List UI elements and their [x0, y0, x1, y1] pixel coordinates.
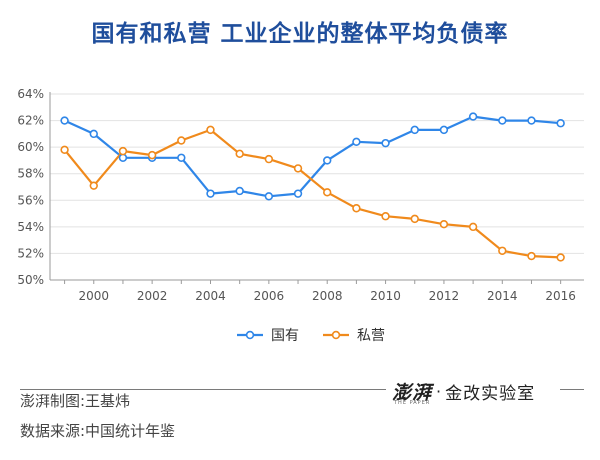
data-point — [323, 156, 332, 165]
data-point — [352, 137, 361, 147]
data-point — [264, 154, 274, 164]
source-text: 数据来源:中国统计年鉴 — [20, 422, 176, 440]
data-point — [498, 116, 507, 125]
data-point — [527, 251, 536, 261]
x-tick-label: 2010 — [370, 289, 401, 303]
data-point — [381, 138, 390, 148]
data-point — [206, 189, 215, 198]
data-point — [293, 189, 303, 198]
data-point — [468, 112, 478, 121]
brand-text: 金改实验室 — [445, 383, 536, 404]
data-point — [293, 164, 303, 173]
y-tick-label: 60% — [17, 140, 44, 154]
y-tick-label: 52% — [17, 246, 44, 260]
axes — [49, 92, 584, 284]
legend-marker-0 — [245, 330, 255, 340]
x-tick-label: 2008 — [312, 289, 343, 303]
divider-line-right — [560, 389, 584, 390]
data-point — [410, 125, 419, 135]
y-tick-label: 54% — [17, 220, 44, 234]
data-point — [264, 192, 274, 201]
legend: 国有 私营 — [237, 328, 385, 344]
brand-logo: 澎湃 — [392, 381, 433, 404]
x-tick-label: 2000 — [78, 289, 109, 303]
x-tick-label: 2012 — [429, 289, 460, 303]
data-point — [177, 153, 186, 162]
y-tick-labels: 50% 52% 54% 56% 58% 60% 62% 64% — [17, 87, 44, 287]
x-tick-label: 2002 — [137, 289, 168, 303]
data-point — [381, 212, 390, 221]
y-tick-label: 64% — [17, 87, 44, 101]
data-point — [352, 204, 361, 213]
x-tick-label: 2014 — [487, 289, 518, 303]
x-tick-labels: 2000 2002 2004 2006 2008 2010 2012 2014 2016 — [78, 289, 575, 303]
grid — [50, 93, 584, 254]
data-point — [235, 186, 244, 196]
series-line-0 — [64, 115, 561, 198]
data-point — [118, 153, 128, 162]
data-point — [206, 125, 215, 135]
data-point — [89, 129, 98, 139]
brand-dot: · — [436, 381, 442, 401]
line-chart: 50%52%54%56%58%60%62%64% 2000 2002 2004 200… — [17, 87, 584, 344]
data-point — [468, 222, 478, 232]
data-point — [556, 253, 565, 262]
data-point — [323, 188, 332, 197]
data-point — [498, 246, 507, 255]
data-point — [556, 119, 565, 128]
legend-marker-1 — [331, 330, 341, 340]
brand-block: 澎湃 THE PAPER · 金改实验室 — [392, 378, 562, 407]
legend-label-1: 私营 — [357, 328, 385, 344]
chart-title: 国有和私营 工业企业的整体平均负债率 — [91, 21, 509, 47]
series-points — [60, 112, 565, 262]
legend-label-0: 国有 — [271, 328, 299, 344]
data-point — [89, 181, 98, 190]
series-line-1 — [63, 128, 561, 259]
data-point — [410, 214, 419, 224]
data-point — [147, 150, 157, 160]
data-point — [177, 136, 186, 145]
credit-text: 澎湃制图:王基炜 — [20, 392, 131, 410]
data-point — [60, 116, 69, 125]
y-tick-label: 56% — [17, 193, 44, 207]
data-point — [235, 149, 244, 158]
data-point — [439, 125, 449, 135]
x-tick-label: 2006 — [254, 289, 285, 303]
x-tick-label: 2004 — [195, 289, 226, 303]
data-point — [118, 146, 128, 156]
x-tick-label: 2016 — [545, 289, 576, 303]
data-point — [439, 220, 449, 229]
divider-line — [20, 389, 386, 390]
series-lines — [63, 115, 561, 259]
y-tick-label: 58% — [17, 167, 44, 181]
data-point — [527, 116, 536, 125]
brand-logo-sub: THE PAPER — [394, 400, 431, 406]
y-tick-label: 62% — [17, 114, 44, 128]
y-tick-label: 50% — [17, 273, 44, 287]
data-point — [60, 145, 69, 155]
